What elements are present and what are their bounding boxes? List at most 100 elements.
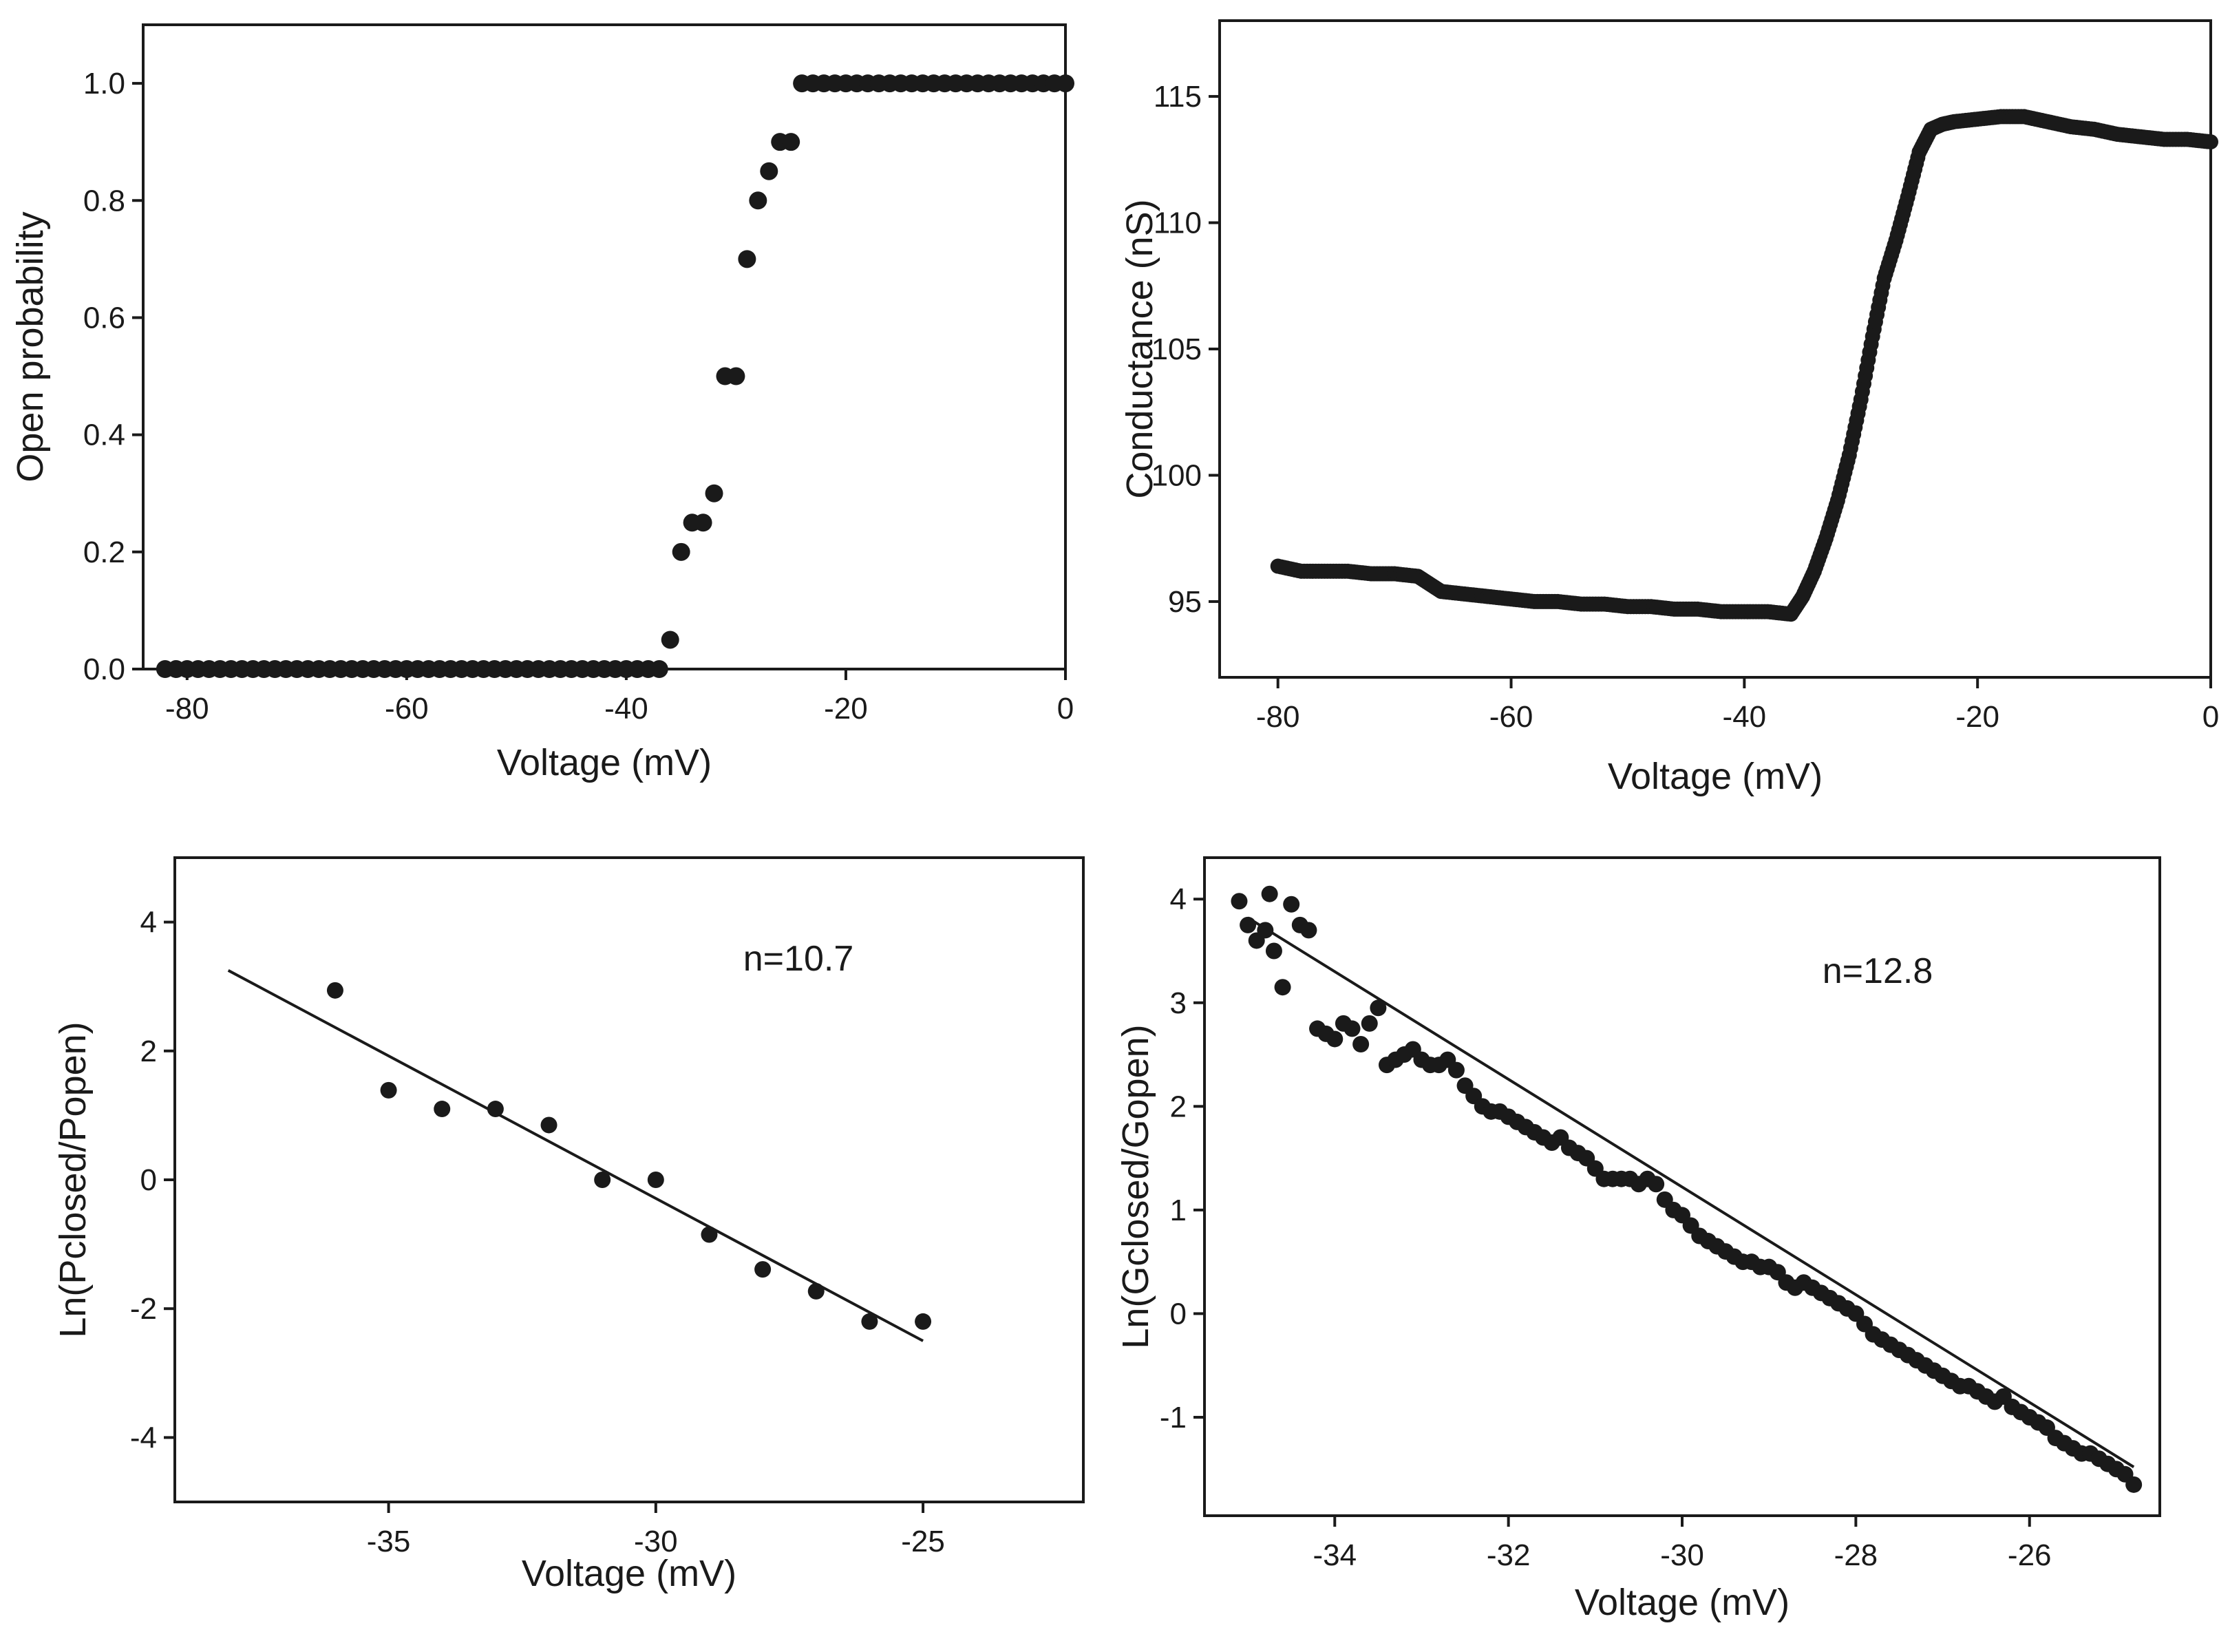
plot-frame: [173, 856, 1085, 1503]
y-tick-label: 0.2: [83, 536, 125, 569]
data-point: [650, 660, 668, 678]
n-annotation: n=12.8: [1823, 951, 1933, 991]
data-point: [760, 162, 778, 180]
y-tick-label: 100: [1151, 458, 1202, 492]
data-point: [1257, 922, 1274, 939]
data-point: [672, 542, 690, 561]
data-point: [1300, 922, 1317, 939]
x-tick-label: 0: [2202, 700, 2219, 734]
x-tick-label: -20: [1955, 700, 1999, 734]
data-point: [782, 133, 800, 151]
data-point: [1361, 1015, 1378, 1032]
data-point: [326, 982, 343, 999]
x-tick-label: -25: [901, 1525, 945, 1558]
y-tick-label: 95: [1168, 585, 1202, 619]
y-tick-label: -1: [1160, 1401, 1187, 1434]
x-tick-label: -60: [1489, 700, 1533, 734]
data-point: [434, 1101, 451, 1118]
y-tick-label: 115: [1154, 80, 1202, 114]
data-point: [1352, 1035, 1370, 1052]
data-point: [807, 1282, 825, 1300]
x-tick-label: -30: [634, 1525, 678, 1558]
data-point: [540, 1116, 558, 1134]
y-tick-label: 2: [140, 1035, 157, 1068]
y-tick-label: 2: [1170, 1090, 1187, 1123]
x-axis-title: Voltage (mV): [497, 742, 712, 783]
plot-frame: [142, 23, 1067, 670]
data-point: [1231, 893, 1248, 910]
data-point: [487, 1101, 504, 1118]
y-tick-label: 1: [1170, 1194, 1187, 1227]
y-tick-label: -4: [130, 1421, 157, 1454]
y-tick-label: 105: [1151, 332, 1202, 366]
data-point: [594, 1172, 611, 1188]
data-point: [727, 367, 745, 385]
fit-line: [1247, 916, 2135, 1468]
data-point: [694, 513, 712, 532]
y-tick-label: 110: [1154, 206, 1202, 240]
y-axis-title: Conductance (nS): [1119, 199, 1160, 498]
x-tick-label: -40: [604, 692, 648, 726]
fit-line: [227, 969, 924, 1342]
y-tick-label: 0.8: [83, 184, 125, 218]
data-point: [2125, 1476, 2143, 1493]
y-tick-label: 1.0: [83, 67, 125, 100]
x-tick-label: -80: [1256, 700, 1300, 734]
data-point: [661, 631, 679, 649]
x-tick-label: -40: [1723, 700, 1767, 734]
x-axis-title: Voltage (mV): [1608, 756, 1823, 797]
data-point: [915, 1313, 932, 1330]
data-point: [2203, 134, 2218, 150]
data-point: [749, 191, 767, 210]
data-point: [701, 1226, 718, 1243]
data-point: [1261, 885, 1278, 902]
conductance-chart: -80 -60 -40 -20 0 95 100 105 110 115 Voltage (mV) C…: [1110, 0, 2219, 826]
y-axis-title: Open probability: [10, 211, 51, 482]
ln-g-ratio-svg: -34 -32 -30 -28 -26 -1 0 1 2 3 4 Voltage (mV) Ln(Gcl…: [1115, 856, 2161, 1623]
x-tick-label: -28: [1834, 1538, 1878, 1572]
y-axis-title: Ln(Pclosed/Popen): [52, 1021, 94, 1337]
x-tick-label: -26: [2008, 1538, 2052, 1572]
y-tick-label: 0: [140, 1163, 157, 1197]
y-tick-label: 3: [1170, 986, 1187, 1020]
y-axis-title: Ln(Gclosed/Gopen): [1115, 1024, 1156, 1348]
x-tick-label: -34: [1313, 1538, 1357, 1572]
data-point: [1326, 1030, 1344, 1048]
data-point: [647, 1172, 664, 1188]
data-point: [861, 1313, 878, 1330]
x-tick-label: -35: [367, 1525, 411, 1558]
data-point: [380, 1081, 397, 1099]
x-tick-label: -20: [824, 692, 868, 726]
data-point: [1274, 979, 1291, 996]
y-tick-label: 0: [1170, 1297, 1187, 1331]
x-tick-label: -60: [385, 692, 429, 726]
open-probability-svg: -80 -60 -40 -20 0 0.0 0.2 0.4 0.6 0.8 1.0 Voltage (…: [10, 23, 1074, 783]
data-point: [754, 1261, 772, 1278]
ln-p-ratio-svg: -35 -30 -25 -4 -2 0 2 4 Voltage (mV) Ln(Pclosed/P…: [52, 856, 1085, 1594]
n-annotation: n=10.7: [743, 939, 854, 979]
data-point: [705, 484, 723, 502]
x-tick-label: 0: [1057, 692, 1074, 726]
x-tick-label: -32: [1487, 1538, 1531, 1572]
open-probability-chart: -80 -60 -40 -20 0 0.0 0.2 0.4 0.6 0.8 1.0 Voltage (…: [0, 0, 1110, 826]
ln-p-ratio-chart: -35 -30 -25 -4 -2 0 2 4 Voltage (mV) Ln(Pclosed/P…: [0, 826, 1110, 1652]
data-point: [1240, 916, 1257, 933]
y-tick-label: 0.4: [83, 419, 125, 452]
y-tick-label: 0.6: [83, 301, 125, 335]
data-point: [1648, 1176, 1665, 1193]
data-point: [1265, 942, 1282, 960]
y-tick-label: 4: [1170, 882, 1187, 916]
y-tick-label: -2: [130, 1292, 157, 1326]
data-point: [1057, 74, 1074, 93]
y-tick-label: 0.0: [83, 653, 125, 686]
x-tick-label: -80: [165, 692, 209, 726]
ln-g-ratio-chart: -34 -32 -30 -28 -26 -1 0 1 2 3 4 Voltage (mV) Ln(Gcl…: [1110, 826, 2219, 1652]
data-point: [738, 250, 756, 268]
data-point: [1344, 1020, 1361, 1037]
conductance-svg: -80 -60 -40 -20 0 95 100 105 110 115 Voltage (mV) C…: [1119, 19, 2219, 797]
x-axis-title: Voltage (mV): [522, 1553, 736, 1594]
x-axis-title: Voltage (mV): [1575, 1582, 1790, 1623]
y-tick-label: 4: [140, 906, 157, 940]
data-point: [1447, 1061, 1465, 1079]
data-point: [1370, 999, 1387, 1017]
